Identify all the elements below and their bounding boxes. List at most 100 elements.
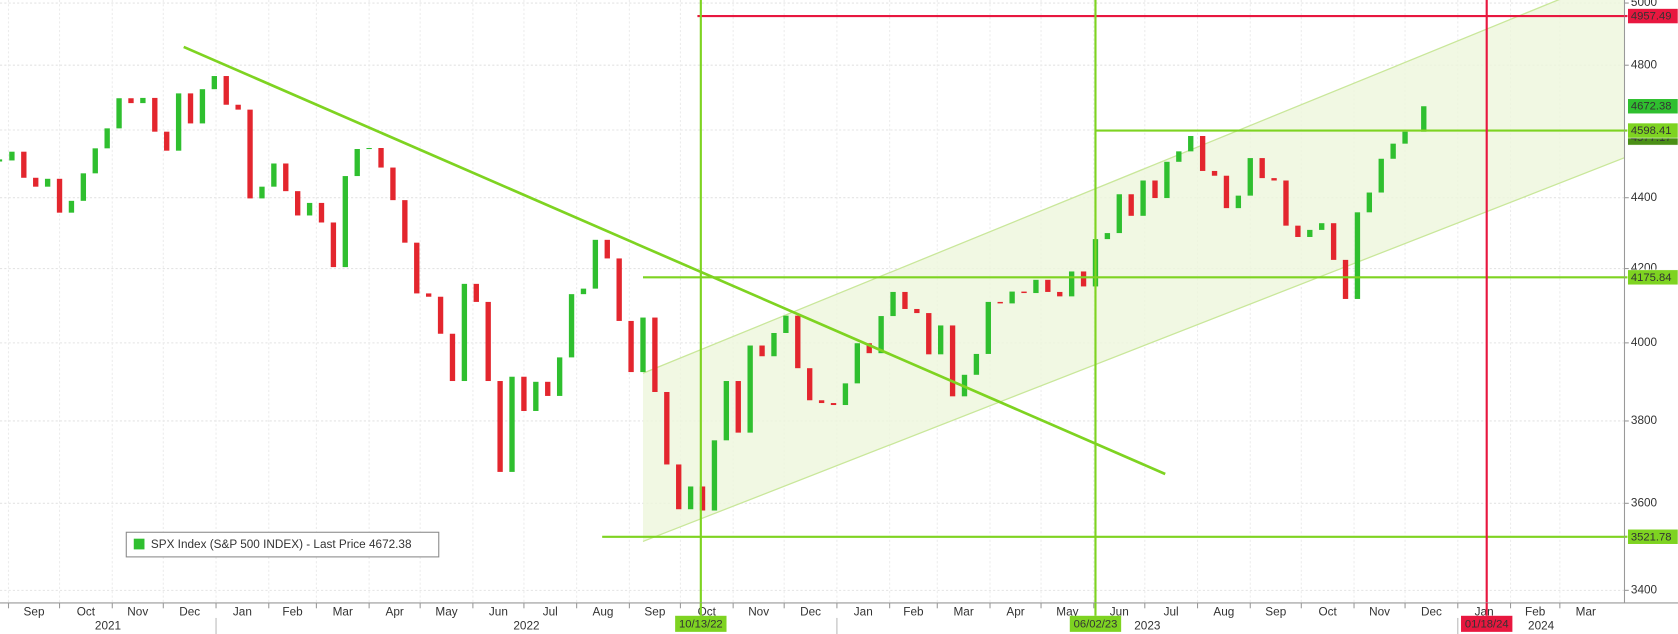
candle: [1188, 135, 1194, 152]
candle: [723, 381, 730, 441]
candle: [866, 343, 872, 354]
annotations-front: [183, 0, 1625, 603]
candle: [104, 128, 110, 149]
candle: [271, 163, 277, 187]
candle: [1116, 194, 1122, 234]
candle: [842, 383, 849, 406]
x-tick-label: Nov: [748, 606, 769, 619]
candle: [1057, 291, 1063, 297]
y-tick-label: 5000: [1631, 0, 1658, 9]
candle: [1354, 212, 1361, 299]
date-tag: [1461, 615, 1513, 632]
y-tick-label: 4400: [1631, 191, 1658, 204]
legend-box: [125, 531, 440, 558]
candle: [759, 345, 765, 357]
candle: [1319, 223, 1325, 230]
candle: [807, 368, 813, 401]
x-tick-label: Dec: [1421, 606, 1442, 619]
candle: [1402, 131, 1408, 144]
x-tick-label: Dec: [179, 606, 200, 619]
candle: [878, 316, 884, 354]
candle: [699, 486, 706, 511]
x-tick-label: Nov: [1369, 606, 1390, 619]
year-label: 2024: [1528, 620, 1555, 633]
candle: [473, 283, 479, 302]
candle: [1080, 271, 1087, 287]
annotations-back: [642, 0, 1625, 543]
x-tick-label: Dec: [800, 606, 821, 619]
trendline: [183, 45, 1166, 476]
candle: [211, 76, 218, 90]
candle: [711, 440, 718, 511]
candle: [9, 151, 15, 161]
candle: [1021, 291, 1027, 294]
candle: [330, 222, 337, 268]
candle: [1390, 143, 1396, 159]
candle: [33, 177, 39, 187]
candle: [1176, 151, 1182, 162]
x-tick-label: Feb: [1525, 606, 1546, 619]
legend-swatch: [133, 538, 145, 550]
x-tick-label: Sep: [1265, 606, 1286, 619]
candle: [1140, 180, 1146, 216]
candle: [628, 320, 634, 373]
x-tick-label: Feb: [282, 606, 303, 619]
x-tick-label: May: [1056, 606, 1078, 619]
candle: [497, 381, 503, 472]
candle: [44, 178, 51, 187]
price-tag-label: 3521.78: [1631, 531, 1672, 543]
candle: [580, 288, 587, 295]
candle: [259, 186, 265, 199]
candle: [687, 486, 694, 510]
x-tick-label: Sep: [24, 606, 45, 619]
y-tick-label: 3400: [1631, 583, 1658, 596]
x-tick-label: Jan: [854, 606, 873, 619]
x-tick-label: Mar: [333, 606, 353, 619]
candle: [247, 109, 253, 199]
x-tick-label: Aug: [1213, 606, 1234, 619]
candle: [175, 93, 182, 151]
x-tick-label: Oct: [698, 606, 717, 619]
candle: [1235, 195, 1242, 209]
candle: [664, 391, 670, 465]
candle: [1211, 170, 1218, 176]
candle: [283, 163, 289, 192]
candle: [652, 317, 658, 392]
candle: [378, 148, 384, 168]
x-tick-label: Jun: [489, 606, 508, 619]
candle: [116, 98, 122, 129]
candle: [1104, 233, 1111, 240]
candle: [425, 293, 432, 297]
x-tick-label: Mar: [954, 606, 974, 619]
channel-line: [642, 157, 1625, 543]
candle: [1283, 180, 1289, 226]
candle: [449, 333, 456, 382]
y-tick-label: 3800: [1631, 414, 1658, 427]
candle: [533, 381, 539, 411]
candle: [92, 148, 98, 174]
date-tag-label: 10/13/22: [679, 618, 723, 630]
candle: [973, 353, 980, 375]
candle: [152, 97, 158, 132]
candle: [676, 464, 682, 510]
candle: [295, 191, 301, 216]
candle: [306, 202, 313, 216]
year-label: 2022: [513, 620, 539, 633]
candle: [128, 98, 134, 104]
x-tick-label: Feb: [903, 606, 924, 619]
candle: [390, 167, 396, 201]
price-tag: [1627, 122, 1678, 139]
candle: [1033, 279, 1039, 294]
candle: [509, 376, 515, 472]
candle: [771, 332, 777, 357]
candle: [485, 301, 491, 382]
candle: [1199, 135, 1206, 171]
price-tag-label: 4672.38: [1631, 101, 1672, 113]
price-tag: [1627, 269, 1678, 286]
x-tick-label: Apr: [385, 606, 403, 619]
y-tick-label: 4000: [1631, 336, 1658, 349]
candle: [1045, 279, 1051, 292]
channel-fill: [642, 0, 1625, 542]
date-tag-label: 06/02/23: [1074, 618, 1118, 630]
